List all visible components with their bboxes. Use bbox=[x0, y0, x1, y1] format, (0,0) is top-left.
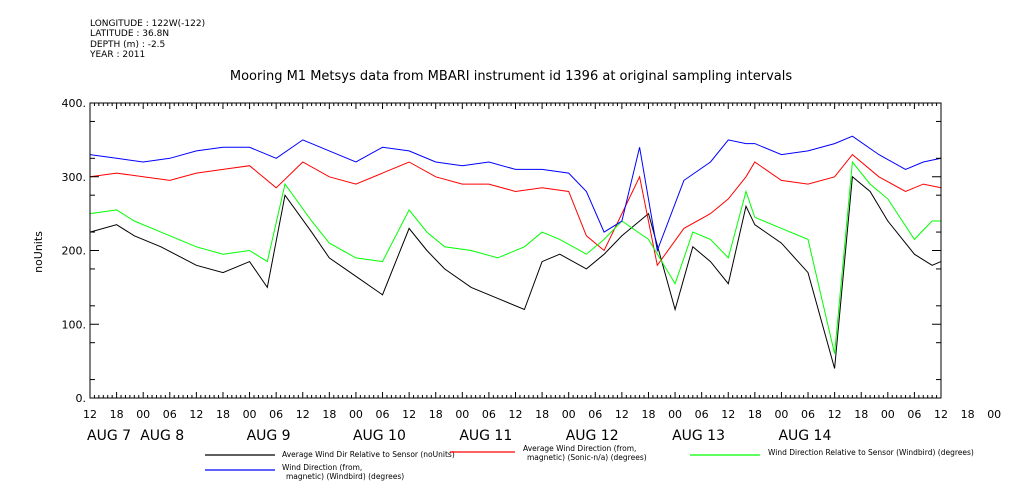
x-tick-label: 00 bbox=[987, 408, 1001, 421]
y-tick-label: 400. bbox=[62, 97, 87, 110]
x-tick-label: 00 bbox=[562, 408, 576, 421]
x-tick-label: 18 bbox=[641, 408, 655, 421]
legend-label-4: Wind Direction (from, magnetic) (Windbird… bbox=[282, 463, 404, 481]
x-tick-label: 06 bbox=[376, 408, 390, 421]
x-tick-label: 00 bbox=[349, 408, 363, 421]
x-tick-label: 18 bbox=[535, 408, 549, 421]
x-tick-label: 12 bbox=[721, 408, 735, 421]
year-line: YEAR : 2011 bbox=[90, 49, 146, 60]
axes-layer: 0. 100. 200. 300. 400. 12 18 00 06 12 18 00 06 12 18 00… bbox=[62, 97, 1002, 444]
x-day-label: AUG 14 bbox=[778, 428, 831, 444]
y-tick-label: 100. bbox=[62, 318, 87, 331]
x-tick-label: 00 bbox=[136, 408, 150, 421]
x-tick-label: 18 bbox=[748, 408, 762, 421]
x-tick-label: 06 bbox=[482, 408, 496, 421]
legend-label-2: Average Wind Direction (from, magnetic) (… bbox=[523, 444, 647, 462]
x-tick-label: 00 bbox=[243, 408, 257, 421]
x-tick-label: 06 bbox=[163, 408, 177, 421]
x-day-label: AUG 8 bbox=[140, 428, 184, 444]
x-day-label: AUG 9 bbox=[247, 428, 291, 444]
x-tick-label: 12 bbox=[828, 408, 842, 421]
x-tick-label: 00 bbox=[455, 408, 469, 421]
header-metadata: LONGITUDE : 122W(-122) LATITUDE : 36.8N … bbox=[90, 19, 205, 60]
series-line-1 bbox=[89, 175, 942, 369]
x-day-label: AUG 10 bbox=[353, 428, 406, 444]
series-line-3 bbox=[89, 160, 941, 354]
x-tick-label: 18 bbox=[961, 408, 975, 421]
legend: Average Wind Dir Relative to Sensor (noU… bbox=[205, 444, 974, 481]
x-tick-label: 12 bbox=[402, 408, 416, 421]
series-line-4 bbox=[89, 135, 942, 253]
x-tick-label: 06 bbox=[588, 408, 602, 421]
x-day-label: AUG 7 bbox=[87, 428, 131, 444]
series-layer bbox=[89, 135, 942, 369]
legend-label-3: Wind Direction Relative to Sensor (Windb… bbox=[768, 448, 974, 457]
x-day-label: AUG 11 bbox=[459, 428, 512, 444]
x-tick-label: 00 bbox=[881, 408, 895, 421]
longitude-line: LONGITUDE : 122W(-122) bbox=[90, 19, 206, 29]
series-line-2 bbox=[89, 153, 942, 267]
x-tick-label: 06 bbox=[801, 408, 815, 421]
x-tick-label: 18 bbox=[216, 408, 230, 421]
legend-label-1: Average Wind Dir Relative to Sensor (noU… bbox=[282, 450, 455, 459]
x-tick-label: 12 bbox=[934, 408, 948, 421]
x-tick-label: 12 bbox=[189, 408, 203, 421]
x-tick-label: 00 bbox=[774, 408, 788, 421]
depth-line: DEPTH (m) : -2.5 bbox=[90, 39, 166, 50]
y-axis-label: noUnits bbox=[32, 231, 45, 273]
x-tick-label: 18 bbox=[322, 408, 336, 421]
x-tick-label: 06 bbox=[695, 408, 709, 421]
x-tick-label: 18 bbox=[110, 408, 124, 421]
x-tick-label: 18 bbox=[854, 408, 868, 421]
x-day-label: AUG 13 bbox=[672, 428, 725, 444]
x-tick-label: 00 bbox=[668, 408, 682, 421]
x-tick-label: 18 bbox=[429, 408, 443, 421]
chart-title: Mooring M1 Metsys data from MBARI instru… bbox=[230, 69, 792, 84]
x-tick-label: 12 bbox=[296, 408, 310, 421]
y-tick-label: 200. bbox=[62, 245, 87, 258]
x-tick-label: 06 bbox=[907, 408, 921, 421]
x-tick-label: 12 bbox=[509, 408, 523, 421]
latitude-line: LATITUDE : 36.8N bbox=[90, 29, 170, 40]
x-tick-label: 12 bbox=[83, 408, 97, 421]
x-day-label: AUG 12 bbox=[566, 428, 619, 444]
y-tick-label: 300. bbox=[62, 171, 87, 184]
x-tick-label: 06 bbox=[269, 408, 283, 421]
x-tick-label: 12 bbox=[615, 408, 629, 421]
y-tick-label: 0. bbox=[76, 392, 87, 405]
